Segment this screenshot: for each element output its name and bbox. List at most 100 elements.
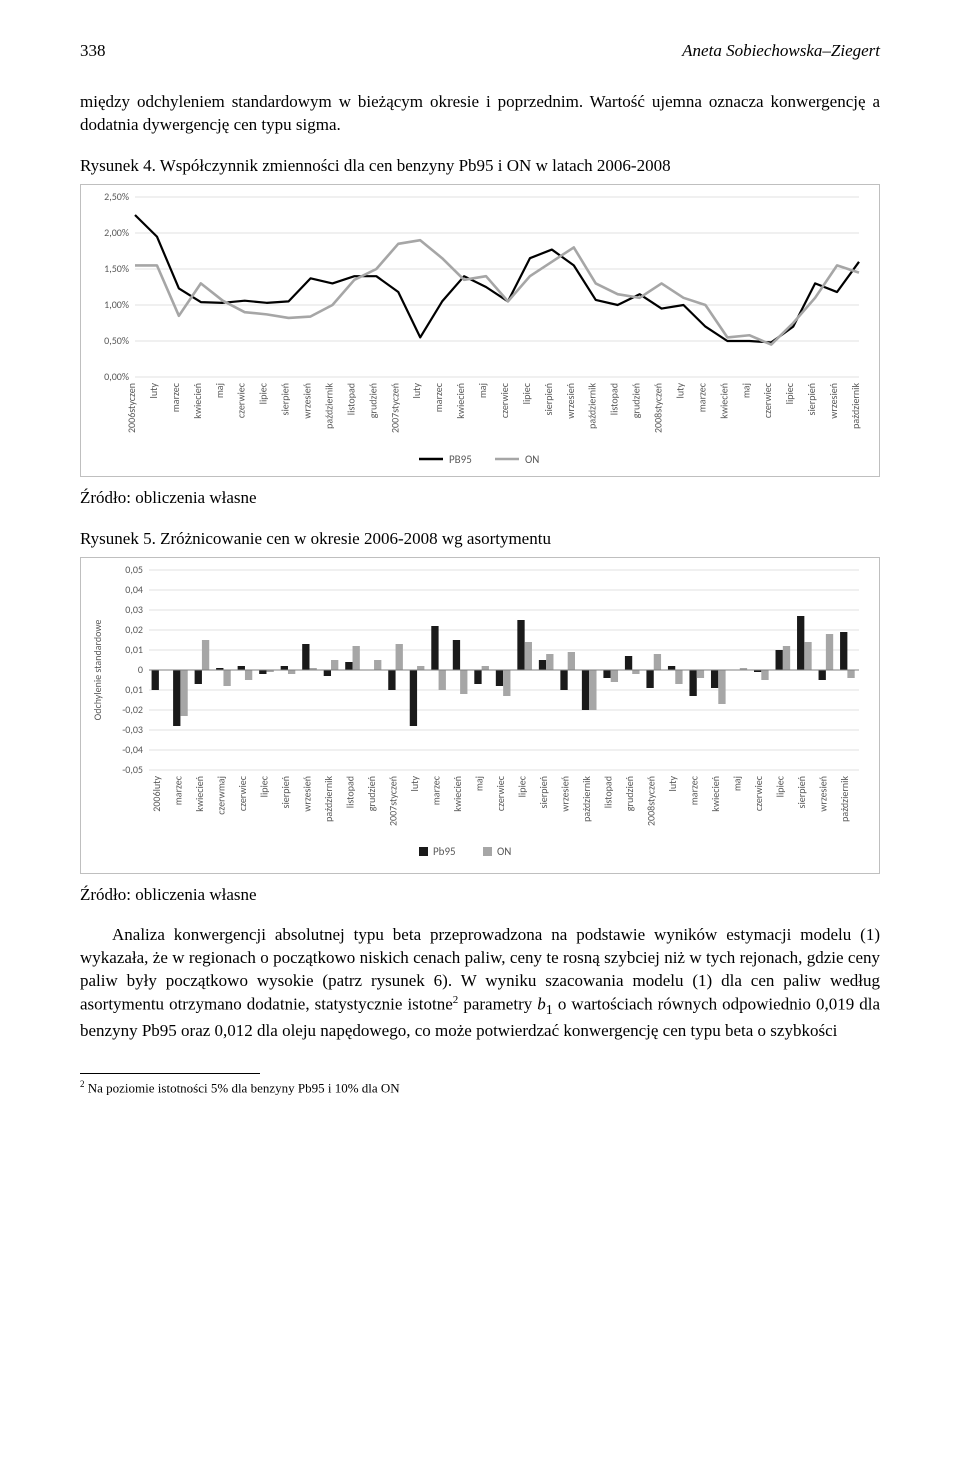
svg-text:0,04: 0,04 <box>125 583 143 596</box>
svg-text:czerwiec: czerwiec <box>235 382 248 418</box>
fig4-svg: 0,00%0,50%1,00%1,50%2,00%2,50%2006stycze… <box>89 191 869 467</box>
page-header: 338 Aneta Sobiechowska–Ziegert <box>80 40 880 63</box>
svg-text:-0,02: -0,02 <box>122 703 143 716</box>
svg-text:kwiecień: kwiecień <box>717 383 730 419</box>
svg-text:2008styczeń: 2008styczeń <box>645 776 658 826</box>
svg-text:kwiecień: kwiecień <box>191 383 204 419</box>
svg-text:luty: luty <box>147 382 160 398</box>
para2-b: parametry <box>458 995 537 1014</box>
fig5-chart: Odchylenie standardowe -0,05 -0,04 -0,03 -0,… <box>80 557 880 874</box>
svg-text:listopad: listopad <box>602 776 615 808</box>
svg-text:kwiecień: kwiecień <box>451 776 464 812</box>
svg-text:0,02: 0,02 <box>125 623 143 636</box>
svg-text:maj: maj <box>472 776 485 791</box>
svg-text:marzec: marzec <box>432 382 445 412</box>
svg-text:grudzień: grudzień <box>365 776 378 811</box>
svg-text:luty: luty <box>666 775 679 791</box>
svg-text:marzec: marzec <box>688 775 701 805</box>
footnote-2: 2 Na poziomie istotności 5% dla benzyny … <box>80 1078 880 1097</box>
svg-text:czerwiec: czerwiec <box>494 775 507 811</box>
svg-text:wrzesień: wrzesień <box>817 776 830 812</box>
svg-text:ON: ON <box>525 453 539 466</box>
svg-text:2,50%: 2,50% <box>104 191 129 203</box>
svg-text:-0,04: -0,04 <box>122 743 143 756</box>
fig4-chart: 0,00%0,50%1,00%1,50%2,00%2,50%2006stycze… <box>80 184 880 477</box>
svg-text:grudzień: grudzień <box>630 383 643 418</box>
svg-text:luty: luty <box>408 775 421 791</box>
page-number: 338 <box>80 40 106 63</box>
svg-text:sierpień: sierpień <box>805 383 818 415</box>
svg-text:lipiec: lipiec <box>774 775 787 797</box>
intro-paragraph: między odchyleniem standardowym w bieżąc… <box>80 91 880 137</box>
svg-text:lipiec: lipiec <box>783 382 796 404</box>
svg-text:2,00%: 2,00% <box>104 226 129 239</box>
svg-text:-0,03: -0,03 <box>122 723 143 736</box>
param-symbol: b <box>537 995 546 1014</box>
svg-text:październik: październik <box>322 775 335 821</box>
svg-text:czerwmaj: czerwmaj <box>214 776 227 815</box>
svg-text:maj: maj <box>213 383 226 398</box>
svg-text:0,01: 0,01 <box>125 643 143 656</box>
svg-text:maj: maj <box>476 383 489 398</box>
svg-text:lipiec: lipiec <box>520 382 533 404</box>
svg-text:sierpień: sierpień <box>537 776 550 808</box>
svg-text:czerwiec: czerwiec <box>752 775 765 811</box>
svg-text:kwiecień: kwiecień <box>454 383 467 419</box>
svg-text:sierpień: sierpień <box>279 776 292 808</box>
svg-text:wrzesień: wrzesień <box>300 776 313 812</box>
svg-text:grudzień: grudzień <box>623 776 636 811</box>
svg-text:maj: maj <box>731 776 744 791</box>
svg-text:wrzesień: wrzesień <box>301 383 314 419</box>
svg-text:2007styczeń: 2007styczeń <box>388 383 401 433</box>
svg-text:październik: październik <box>586 382 599 428</box>
svg-text:listopad: listopad <box>608 383 621 415</box>
author-name: Aneta Sobiechowska–Ziegert <box>682 40 880 63</box>
svg-text:lipiec: lipiec <box>516 775 529 797</box>
svg-text:0,00%: 0,00% <box>104 370 129 383</box>
svg-text:ON: ON <box>497 845 511 858</box>
svg-text:czerwiec: czerwiec <box>498 382 511 418</box>
svg-text:lipiec: lipiec <box>257 775 270 797</box>
svg-text:wrzesień: wrzesień <box>559 776 572 812</box>
svg-text:marzec: marzec <box>429 775 442 805</box>
svg-text:-0,05: -0,05 <box>122 763 143 776</box>
footnote-text: Na poziomie istotności 5% dla benzyny Pb… <box>85 1081 400 1096</box>
svg-text:marzec: marzec <box>695 382 708 412</box>
svg-text:1,50%: 1,50% <box>104 262 129 275</box>
svg-text:październik: październik <box>580 775 593 821</box>
fig5-svg: Odchylenie standardowe -0,05 -0,04 -0,03 -0,… <box>89 564 869 864</box>
svg-text:Odchylenie standardowe: Odchylenie standardowe <box>91 619 104 720</box>
svg-text:luty: luty <box>673 382 686 398</box>
svg-text:2008styczeń: 2008styczeń <box>652 383 665 433</box>
fig4-caption: Rysunek 4. Współczynnik zmienności dla c… <box>80 155 880 178</box>
fig4-source: Źródło: obliczenia własne <box>80 487 880 510</box>
svg-text:0: 0 <box>138 663 143 676</box>
svg-text:2007styczeń: 2007styczeń <box>386 776 399 826</box>
svg-text:maj: maj <box>739 383 752 398</box>
svg-text:luty: luty <box>410 382 423 398</box>
svg-text:Pb95: Pb95 <box>433 845 456 858</box>
footnote-rule <box>80 1073 260 1074</box>
svg-text:listopad: listopad <box>343 776 356 808</box>
svg-text:0,50%: 0,50% <box>104 334 129 347</box>
svg-text:marzec: marzec <box>171 775 184 805</box>
svg-text:2006luty: 2006luty <box>150 775 163 811</box>
svg-text:październik: październik <box>849 382 862 428</box>
analysis-paragraph: Analiza konwergencji absolutnej typu bet… <box>80 924 880 1043</box>
svg-text:kwiecień: kwiecień <box>193 776 206 812</box>
svg-text:0,03: 0,03 <box>125 603 143 616</box>
svg-text:kwiecień: kwiecień <box>709 776 722 812</box>
svg-text:0,01: 0,01 <box>125 683 143 696</box>
svg-text:listopad: listopad <box>344 383 357 415</box>
svg-text:październik: październik <box>322 382 335 428</box>
fig5-source: Źródło: obliczenia własne <box>80 884 880 907</box>
fig5-caption: Rysunek 5. Zróżnicowanie cen w okresie 2… <box>80 528 880 551</box>
svg-text:czerwiec: czerwiec <box>761 382 774 418</box>
svg-text:sierpień: sierpień <box>795 776 808 808</box>
svg-text:czerwiec: czerwiec <box>236 775 249 811</box>
svg-text:lipiec: lipiec <box>257 382 270 404</box>
svg-text:1,00%: 1,00% <box>104 298 129 311</box>
svg-text:grudzień: grudzień <box>366 383 379 418</box>
param-subscript: 1 <box>546 1002 553 1018</box>
svg-text:marzec: marzec <box>169 382 182 412</box>
